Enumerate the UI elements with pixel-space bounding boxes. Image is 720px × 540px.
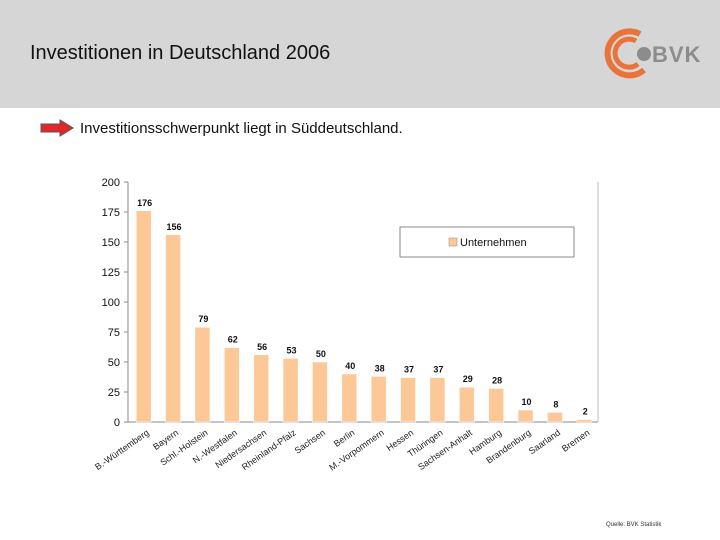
legend-label: Unternehmen: [460, 237, 527, 249]
y-tick-label: 75: [108, 327, 120, 339]
category-label: Sachsen: [293, 427, 327, 455]
data-label: 37: [404, 365, 414, 375]
legend-box: [399, 226, 575, 258]
bar: [517, 409, 534, 423]
data-label: 50: [316, 349, 326, 359]
bullet-point: Investitionsschwerpunkt liegt in Süddeut…: [40, 117, 720, 141]
legend-swatch: [448, 237, 458, 247]
data-label: 79: [198, 314, 208, 324]
category-label: Saarland: [527, 427, 562, 456]
y-tick-label: 50: [108, 357, 120, 369]
bar: [165, 234, 181, 423]
bar: [224, 347, 240, 423]
category-label: B.-Württemberg: [93, 427, 151, 472]
data-label: 53: [287, 345, 297, 355]
header-band: Investitionen in Deutschland 2006 BVK: [0, 0, 720, 108]
bar: [547, 412, 563, 423]
bar: [488, 388, 504, 423]
bar: [194, 326, 211, 423]
bar: [341, 373, 358, 423]
bar: [400, 377, 416, 423]
data-label: 10: [522, 397, 532, 407]
bar: [312, 361, 328, 423]
data-label: 28: [492, 375, 502, 385]
bar: [282, 358, 299, 423]
y-tick-label: 0: [114, 417, 120, 429]
bar: [253, 354, 269, 423]
data-label: 176: [137, 198, 152, 208]
data-label: 2: [583, 407, 588, 417]
y-tick-label: 200: [102, 177, 120, 189]
bar: [370, 376, 387, 423]
y-tick-label: 150: [102, 237, 120, 249]
category-label: Sachsen-Anhalt: [416, 427, 474, 472]
category-label: M.-Vorpommern: [327, 427, 386, 472]
source-note: Quelle: BVK Statistik: [606, 522, 662, 528]
logo-text: BVK: [652, 42, 702, 67]
data-label: 62: [228, 335, 238, 345]
data-label: 29: [463, 374, 473, 384]
bar: [135, 210, 152, 423]
bar: [576, 419, 593, 423]
category-label: Rheinland-Pfalz: [240, 427, 298, 472]
y-tick-label: 125: [102, 267, 120, 279]
y-tick-label: 100: [102, 297, 120, 309]
category-label: Bremen: [560, 427, 592, 453]
data-label: 40: [345, 361, 355, 371]
y-tick-label: 175: [102, 207, 120, 219]
logo-mark-icon: [604, 28, 651, 79]
data-label: 8: [553, 399, 558, 409]
data-label: 56: [257, 342, 267, 352]
data-label: 37: [433, 365, 443, 375]
bar: [429, 377, 446, 423]
y-tick-label: 25: [108, 387, 120, 399]
bvk-logo: BVK: [600, 22, 712, 86]
page-title: Investitionen in Deutschland 2006: [30, 42, 331, 64]
data-label: 156: [167, 222, 182, 232]
bar: [459, 386, 475, 423]
data-label: 38: [375, 363, 385, 373]
bullet-text: Investitionsschwerpunkt liegt in Süddeut…: [80, 120, 403, 137]
arrow-right-icon: [40, 119, 74, 137]
